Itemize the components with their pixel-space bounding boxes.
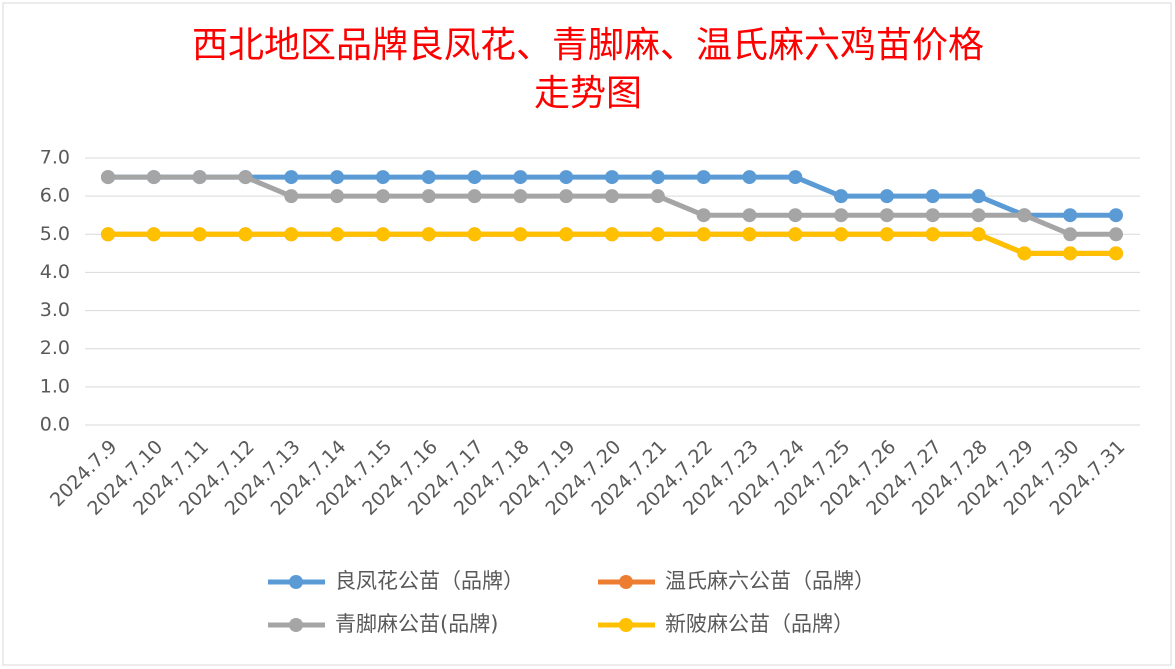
point <box>834 227 849 242</box>
point <box>101 227 115 242</box>
point <box>1063 246 1078 261</box>
point <box>467 189 482 204</box>
point <box>788 227 803 242</box>
point <box>925 227 940 242</box>
point <box>605 170 619 185</box>
legend-marker <box>289 618 303 632</box>
point <box>696 227 711 242</box>
point <box>971 227 986 242</box>
legend-marker <box>619 575 633 589</box>
point <box>467 170 482 185</box>
point <box>879 189 894 204</box>
point <box>559 170 574 185</box>
point <box>650 227 665 242</box>
point <box>788 208 803 223</box>
point <box>1109 246 1123 261</box>
point <box>742 227 757 242</box>
point <box>375 227 390 242</box>
point <box>559 189 574 204</box>
point <box>1063 208 1078 223</box>
y-tick-label: 4.0 <box>40 261 70 283</box>
point <box>375 170 390 185</box>
point <box>330 227 345 242</box>
point <box>605 227 619 242</box>
point <box>146 227 161 242</box>
point <box>421 170 436 185</box>
point <box>879 208 894 223</box>
point <box>421 227 436 242</box>
point <box>925 208 940 223</box>
point <box>192 227 207 242</box>
point <box>330 189 345 204</box>
point <box>513 170 528 185</box>
point <box>742 208 757 223</box>
point <box>284 227 299 242</box>
point <box>696 208 711 223</box>
point <box>971 208 986 223</box>
legend-label: 温氏麻六公苗（品牌） <box>665 569 875 593</box>
point <box>1109 208 1123 223</box>
point <box>925 189 940 204</box>
y-tick-label: 2.0 <box>40 337 70 359</box>
chart-title: 走势图 <box>534 73 642 114</box>
point <box>192 170 207 185</box>
point <box>375 189 390 204</box>
point <box>238 227 253 242</box>
point <box>879 227 894 242</box>
point <box>834 189 849 204</box>
y-tick-label: 7.0 <box>40 147 70 169</box>
point <box>1109 227 1123 242</box>
point <box>788 170 803 185</box>
point <box>1063 227 1078 242</box>
y-tick-label: 6.0 <box>40 185 70 207</box>
point <box>101 170 115 185</box>
y-tick-label: 1.0 <box>40 375 70 397</box>
point <box>559 227 574 242</box>
point <box>605 189 619 204</box>
point <box>284 170 299 185</box>
y-tick-label: 0.0 <box>40 414 70 436</box>
legend-label: 良凤花公苗（品牌） <box>335 569 524 593</box>
point <box>834 208 849 223</box>
point <box>742 170 757 185</box>
legend-marker <box>619 618 633 632</box>
point <box>513 227 528 242</box>
point <box>421 189 436 204</box>
legend-marker <box>289 575 303 589</box>
chart-title: 西北地区品牌良凤花、青脚麻、温氏麻六鸡苗价格 <box>192 25 984 66</box>
y-tick-label: 3.0 <box>40 299 70 321</box>
legend-label: 新陂麻公苗（品牌） <box>665 612 854 636</box>
point <box>650 189 665 204</box>
point <box>284 189 299 204</box>
point <box>146 170 161 185</box>
point <box>238 170 253 185</box>
point <box>696 170 711 185</box>
point <box>971 189 986 204</box>
legend-label: 青脚麻公苗(品牌) <box>335 612 498 636</box>
point <box>1017 246 1032 261</box>
point <box>467 227 482 242</box>
point <box>330 170 345 185</box>
point <box>650 170 665 185</box>
y-tick-label: 5.0 <box>40 223 70 245</box>
point <box>513 189 528 204</box>
point <box>1017 208 1032 223</box>
